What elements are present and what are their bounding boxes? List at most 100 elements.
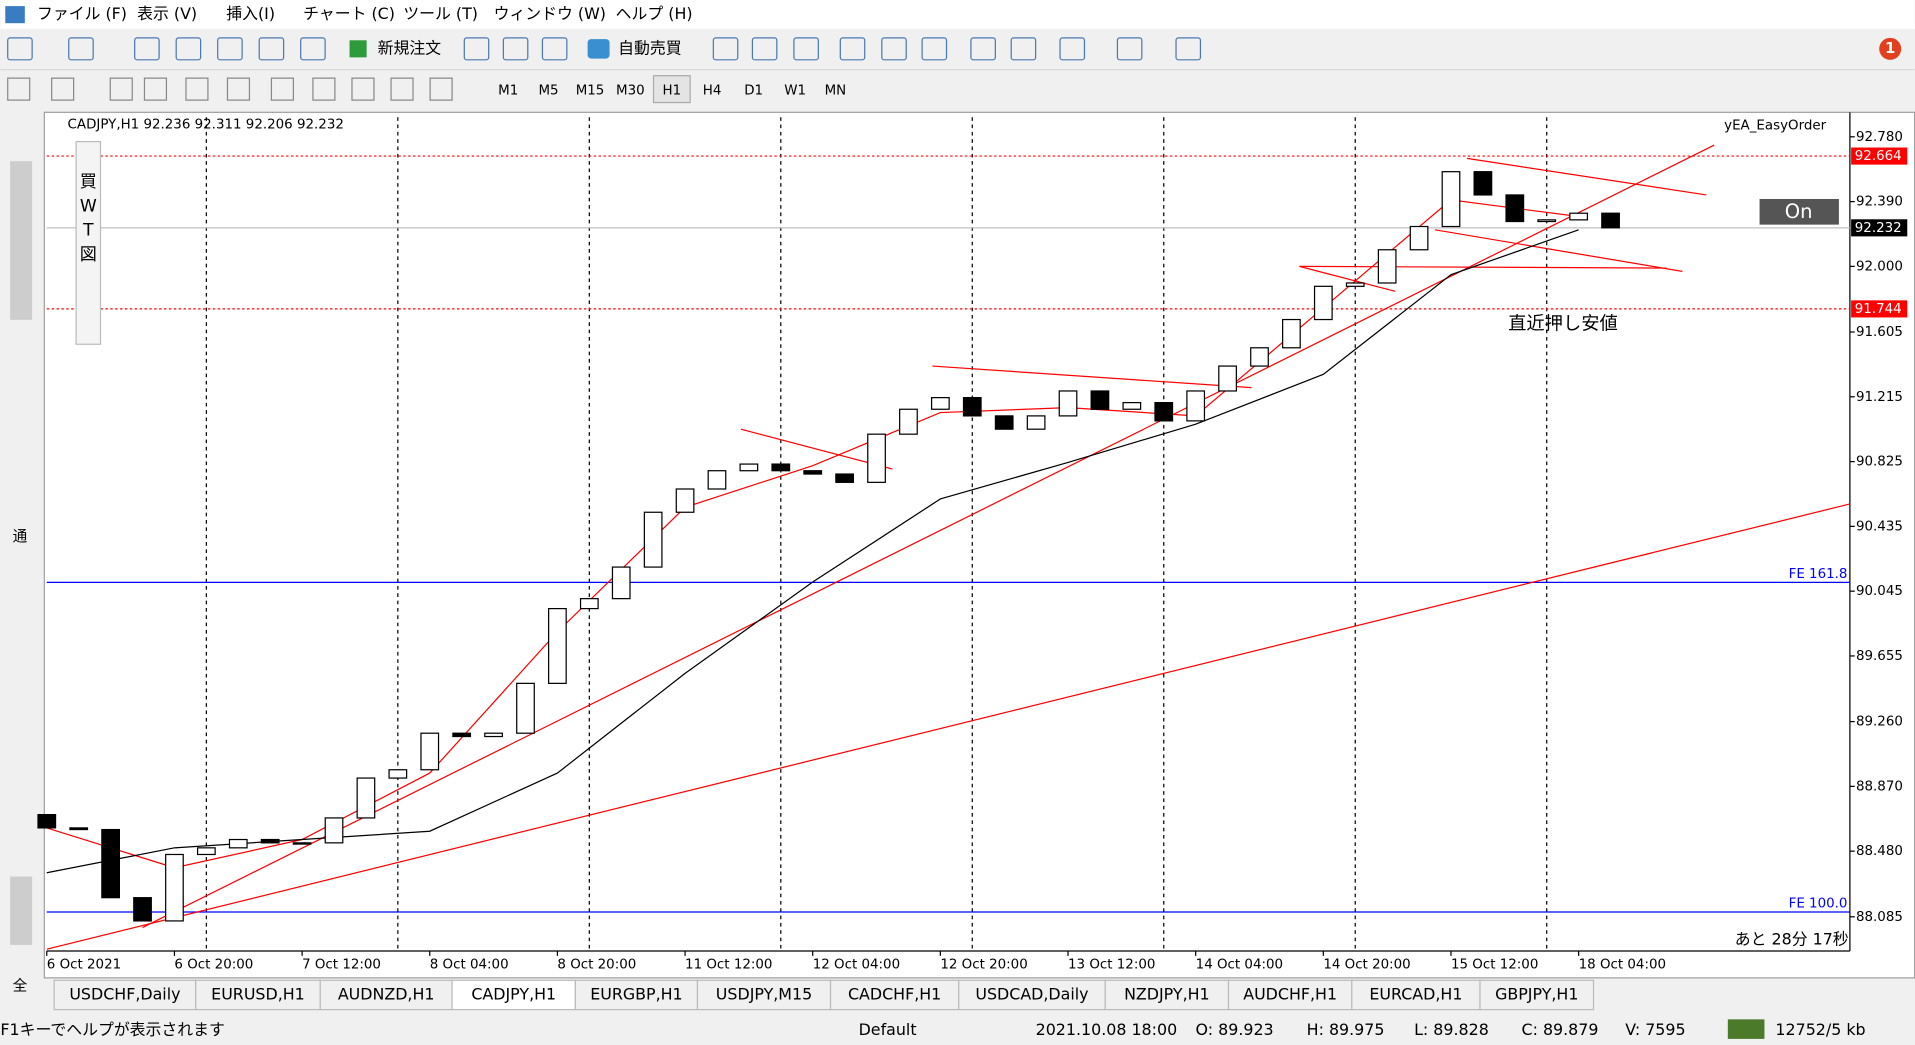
toolbar-icon[interactable] <box>1059 37 1086 61</box>
toolbar-icon[interactable] <box>839 37 866 61</box>
menu-item[interactable]: ファイル (F) <box>37 4 127 23</box>
toolbar-icon[interactable] <box>712 37 739 61</box>
toolbar-icon[interactable] <box>1010 37 1037 61</box>
timeframe[interactable]: MN <box>825 83 847 98</box>
side-tab[interactable]: 全 <box>13 976 28 994</box>
menu-item[interactable]: チャート (C) <box>303 4 395 23</box>
menu-item[interactable]: ヘルプ (H) <box>616 4 693 23</box>
toolbar-icon[interactable] <box>881 37 907 61</box>
toolbar-icon[interactable] <box>921 37 948 61</box>
tabs: USDCHF,Daily EURUSD,H1 AUDNZD,H1 CADJPY,H1 E… <box>53 979 1595 1011</box>
toolbar-icon[interactable] <box>1116 37 1143 61</box>
object-tool[interactable]: T <box>82 221 94 241</box>
timeframe[interactable]: M1 <box>498 83 518 98</box>
toolbar-icon[interactable] <box>134 37 160 61</box>
menu-item[interactable]: ツール (T) <box>403 4 478 23</box>
menu-item[interactable]: ウィンドウ (W) <box>494 4 606 23</box>
candle <box>1409 225 1429 251</box>
drawing-tool[interactable] <box>143 77 168 101</box>
trendline <box>46 503 1851 950</box>
fibo-label: FE 100.0 <box>1789 896 1848 911</box>
tab-label: EURGBP,H1 <box>590 984 682 1003</box>
toolbar-icon[interactable] <box>793 37 819 61</box>
side-tab[interactable]: 通 <box>13 528 28 545</box>
toolbar-icon[interactable] <box>68 37 94 61</box>
timeframe-bar: M1 M5 M15 M30 H1 H4 D1 W1 MN <box>498 75 847 104</box>
toolbar-icon[interactable] <box>970 37 996 61</box>
trendline <box>1434 229 1683 272</box>
notification-count: 1 <box>1885 40 1895 57</box>
tab[interactable] <box>1479 979 1595 1011</box>
active-tab[interactable] <box>451 979 577 1011</box>
tab[interactable] <box>1104 979 1230 1011</box>
candle <box>1505 194 1525 223</box>
drawing-tool[interactable] <box>109 77 133 101</box>
drawing-tool[interactable] <box>7 77 31 101</box>
chart-header: CADJPY,H1 92.236 92.311 92.206 92.232 <box>68 118 344 133</box>
status-help: F1キーでヘルプが表示されます <box>0 1020 224 1039</box>
auto-trading-label: 自動売買 <box>618 38 682 57</box>
object-tool[interactable]: 図 <box>80 245 97 265</box>
candle <box>1313 285 1333 321</box>
price-label: 91.744 <box>1855 302 1902 317</box>
status-low: L: 89.828 <box>1414 1020 1489 1039</box>
timeframe[interactable]: M5 <box>538 83 558 98</box>
tab[interactable] <box>53 979 197 1011</box>
tab[interactable] <box>574 979 699 1011</box>
timeframe[interactable]: M30 <box>616 83 645 98</box>
toolbar-icon[interactable] <box>300 37 326 61</box>
drawing-tool[interactable] <box>390 77 414 101</box>
x-tick-label: 13 Oct 12:00 <box>1068 957 1155 972</box>
timeframe[interactable]: W1 <box>784 83 806 98</box>
drawing-tool[interactable] <box>429 77 453 101</box>
toolbar-icon[interactable] <box>258 37 285 61</box>
toolbar-icon[interactable] <box>541 37 568 61</box>
price-label: 92.664 <box>1855 149 1902 164</box>
on-button[interactable] <box>1759 198 1839 225</box>
toolbar-icon[interactable] <box>217 37 243 61</box>
tab-label: EURCAD,H1 <box>1369 984 1462 1003</box>
drawing-tool[interactable] <box>312 77 336 101</box>
drawing-tool[interactable] <box>270 77 294 101</box>
tab[interactable] <box>319 979 453 1011</box>
toolbar-icon[interactable] <box>502 37 529 61</box>
menu-bar <box>0 0 1915 30</box>
object-tool[interactable]: 買 <box>80 172 97 192</box>
tab-label: USDCAD,Daily <box>975 984 1088 1003</box>
chart-window <box>43 111 1915 979</box>
toolbar-icon[interactable] <box>175 37 202 61</box>
x-tick-label: 8 Oct 20:00 <box>557 957 636 972</box>
toolbar-icon[interactable] <box>463 37 490 61</box>
toolbar-icon[interactable] <box>751 37 778 61</box>
toolbar-icons <box>7 37 1202 101</box>
timeframe[interactable]: H4 <box>703 83 722 98</box>
x-tick-label: 14 Oct 20:00 <box>1323 957 1410 972</box>
toolbar-icon[interactable] <box>1175 37 1202 61</box>
fibo-label: FE 161.8 <box>1789 567 1848 582</box>
timeframe[interactable]: M15 <box>576 83 605 98</box>
candle <box>1250 347 1269 367</box>
tab[interactable] <box>195 979 321 1011</box>
drawing-tool[interactable] <box>51 77 75 101</box>
candle <box>707 470 727 490</box>
timeframe[interactable]: H1 <box>663 83 682 98</box>
object-tool[interactable]: W <box>80 196 97 216</box>
notification-badge[interactable] <box>1879 37 1902 60</box>
x-tick-label: 11 Oct 12:00 <box>685 957 772 972</box>
x-tick-label: 6 Oct 20:00 <box>174 957 253 972</box>
candle <box>1026 415 1046 430</box>
drawing-tool[interactable] <box>185 77 209 101</box>
timeframe[interactable]: D1 <box>744 83 763 98</box>
tab[interactable] <box>1227 979 1353 1011</box>
menu-item[interactable]: 表示 (V) <box>137 4 197 23</box>
y-tick-label: 90.435 <box>1856 519 1903 534</box>
drawing-tool[interactable] <box>226 77 251 101</box>
tab[interactable] <box>829 979 960 1011</box>
object-toolbar <box>75 141 102 345</box>
drawing-tool[interactable] <box>351 77 375 101</box>
toolbar-icon[interactable] <box>7 37 33 61</box>
candle <box>324 817 344 844</box>
chart: 92.780 92.390 92.000 91.605 91.215 90.825 90.4… <box>37 112 1908 972</box>
menu-item[interactable]: 挿入(I) <box>226 4 275 23</box>
